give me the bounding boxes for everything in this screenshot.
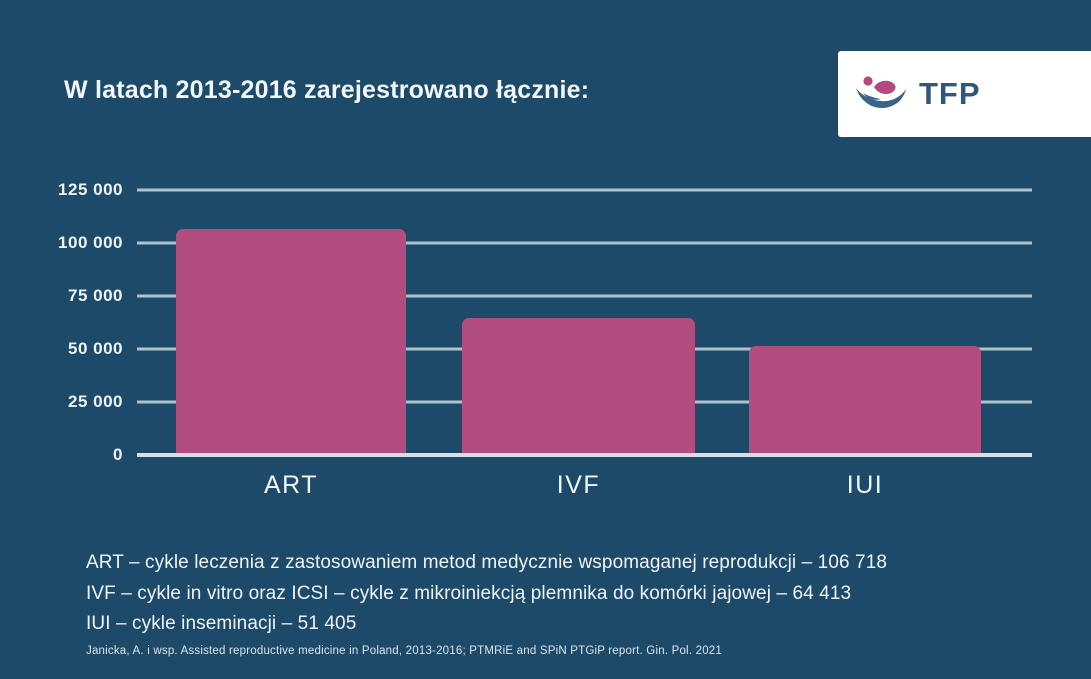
bar-chart: ART IVF IUI [137,188,1032,499]
bar-slot-iui: IUI [749,190,981,499]
x-axis-label-art: ART [263,471,319,499]
bar-iui [749,346,981,455]
bar-art [176,228,406,455]
legend-line-iui: IUI – cykle inseminacji – 51 405 [86,613,357,634]
x-axis-line [137,453,1032,457]
legend-line-art: ART – cykle leczenia z zastosowaniem met… [86,552,888,573]
gridline [137,294,1032,298]
source-citation: Janicka, A. i wsp. Assisted reproductive… [86,645,722,657]
gridline [137,241,1032,245]
legend-line-ivf: IVF – cykle in vitro oraz ICSI – cykle z… [86,582,852,604]
x-axis-label-ivf: IVF [556,471,601,499]
bar-ivf [462,318,695,455]
y-axis-label: 125 000 [58,180,123,199]
gridline [137,188,1032,192]
y-axis-label: 100 000 [58,233,123,252]
y-axis: 125 000 100 000 75 000 50 000 25 000 0 [40,180,123,464]
y-axis-label: 75 000 [68,286,123,305]
x-axis-label-iui: IUI [846,471,884,499]
page-title: W latach 2013-2016 zarejestrowano łączni… [64,76,590,104]
y-axis-label: 0 [113,445,123,464]
tfp-logo-text: TFP [919,76,981,111]
y-axis-label: 25 000 [68,392,123,411]
tfp-logo: TFP [838,51,1091,137]
bar-slot-art: ART [176,190,406,499]
legend-block: ART – cykle leczenia z zastosowaniem met… [86,548,887,640]
bar-slot-ivf: IVF [462,190,695,499]
tfp-logo-icon [856,76,906,109]
y-axis-label: 50 000 [68,339,123,358]
